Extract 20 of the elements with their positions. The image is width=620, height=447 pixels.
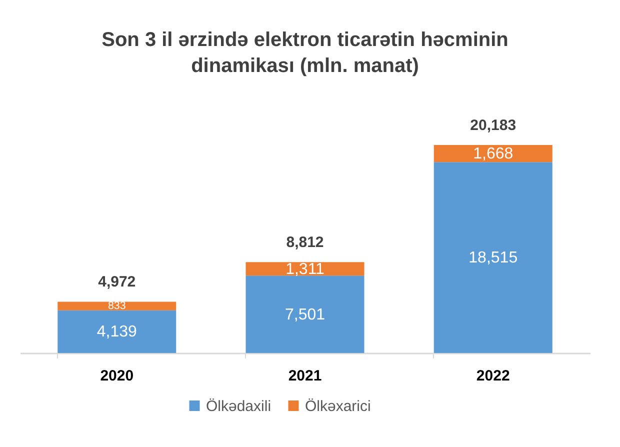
- chart-title: Son 3 il ərzində elektron ticarətin həcminin dinamikası (mln. manat): [102, 29, 508, 77]
- data-label: 1,311: [286, 260, 325, 278]
- data-label: 1,668: [473, 146, 514, 163]
- x-tick-label: 2021: [288, 368, 322, 384]
- legend-label: Ölkədaxili: [206, 398, 272, 415]
- bar: [246, 276, 364, 353]
- total-label: 4,972: [98, 274, 136, 291]
- x-tick-label: 2022: [476, 368, 510, 384]
- bar: [58, 302, 176, 310]
- total-label: 20,183: [470, 116, 516, 134]
- data-label: 18,515: [468, 250, 518, 267]
- bar: [58, 310, 176, 353]
- x-tick-label: 2020: [100, 368, 134, 384]
- bar: [434, 162, 552, 353]
- data-label: 7,501: [284, 306, 326, 324]
- data-label: 833: [108, 300, 126, 312]
- bar: [246, 262, 364, 276]
- data-label: 4,139: [96, 324, 137, 341]
- total-label: 8,812: [286, 234, 324, 252]
- legend-label: Ölkəxarici: [305, 398, 371, 415]
